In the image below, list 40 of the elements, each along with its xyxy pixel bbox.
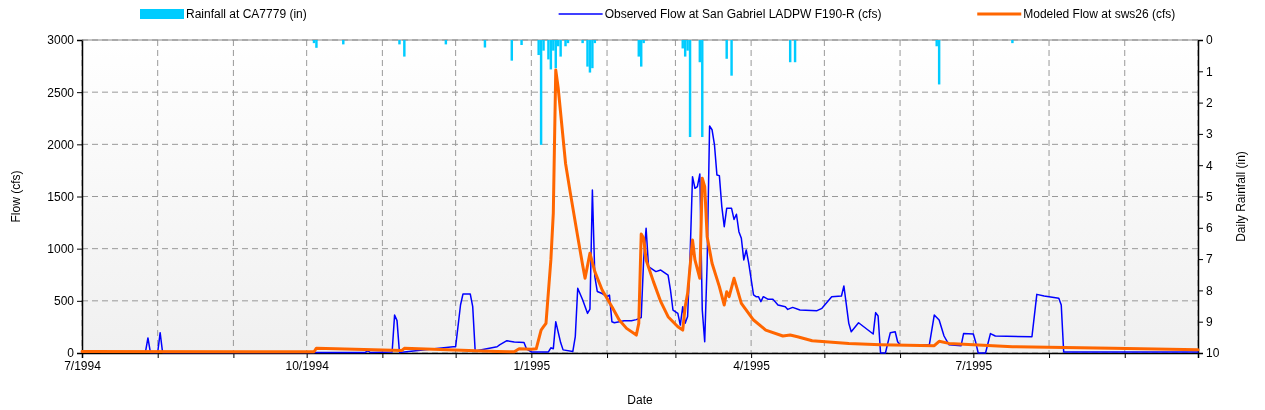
y2-tick-label: 0 bbox=[1206, 33, 1213, 48]
bar bbox=[398, 40, 401, 45]
y2-tick-label: 2 bbox=[1206, 95, 1213, 110]
bar bbox=[1011, 40, 1014, 44]
x-tick-label: 1/1995 bbox=[513, 358, 551, 373]
y2-tick-label: 4 bbox=[1206, 158, 1213, 173]
y2-tick-label: 3 bbox=[1206, 127, 1213, 142]
x-tick-label: 7/1994 bbox=[64, 358, 102, 373]
legend-label: Modeled Flow at sws26 (cfs) bbox=[1023, 7, 1176, 21]
x-axis-title: Date bbox=[627, 393, 653, 407]
y2-tick-label: 7 bbox=[1206, 252, 1213, 267]
bar bbox=[581, 40, 584, 44]
y-tick-label: 2000 bbox=[47, 137, 75, 152]
legend-label: Rainfall at CA7779 (in) bbox=[186, 7, 307, 21]
bar bbox=[591, 40, 594, 69]
y2-tick-label: 6 bbox=[1206, 221, 1213, 236]
y-tick-label: 1500 bbox=[47, 189, 75, 204]
legend-label: Observed Flow at San Gabriel LADPW F190-R (cfs) bbox=[604, 7, 882, 21]
y-tick-label: 3000 bbox=[47, 33, 75, 48]
x-tick-label: 4/1995 bbox=[733, 358, 771, 373]
bar bbox=[403, 40, 406, 57]
y-axis-title: Flow (cfs) bbox=[9, 170, 23, 223]
y-tick-label: 0 bbox=[67, 346, 75, 361]
bar bbox=[730, 40, 733, 76]
bar bbox=[315, 40, 318, 48]
x-tick-label: 7/1995 bbox=[955, 358, 993, 373]
bar bbox=[342, 40, 345, 45]
y2-tick-label: 9 bbox=[1206, 315, 1213, 330]
y2-tick-label: 8 bbox=[1206, 283, 1213, 298]
bar bbox=[725, 40, 728, 59]
y2-tick-label: 5 bbox=[1206, 189, 1213, 204]
y-tick-label: 500 bbox=[53, 294, 75, 309]
bar bbox=[520, 40, 523, 46]
x-tick-label: 10/1994 bbox=[285, 358, 330, 373]
y2-tick-label: 10 bbox=[1206, 346, 1220, 361]
y2-tick-label: 1 bbox=[1206, 64, 1213, 79]
y-tick-label: 2500 bbox=[47, 85, 75, 100]
bar bbox=[559, 40, 562, 57]
y2-axis-title: Daily Rainfall (in) bbox=[1234, 151, 1248, 242]
y-tick-label: 1000 bbox=[47, 242, 75, 257]
